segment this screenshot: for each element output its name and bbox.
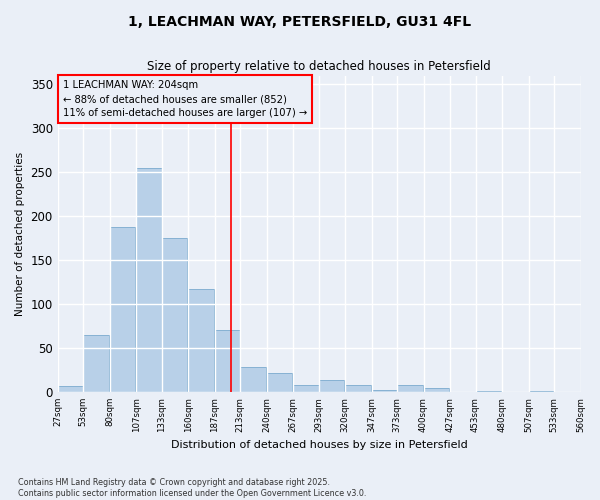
Bar <box>188 289 214 392</box>
Text: 1, LEACHMAN WAY, PETERSFIELD, GU31 4FL: 1, LEACHMAN WAY, PETERSFIELD, GU31 4FL <box>128 15 472 29</box>
Y-axis label: Number of detached properties: Number of detached properties <box>15 152 25 316</box>
X-axis label: Distribution of detached houses by size in Petersfield: Distribution of detached houses by size … <box>171 440 467 450</box>
Bar <box>476 391 501 392</box>
Bar <box>240 368 266 392</box>
Bar <box>293 385 319 392</box>
Text: 1 LEACHMAN WAY: 204sqm
← 88% of detached houses are smaller (852)
11% of semi-de: 1 LEACHMAN WAY: 204sqm ← 88% of detached… <box>63 80 307 118</box>
Bar <box>397 385 422 392</box>
Bar <box>136 168 161 392</box>
Bar <box>319 380 344 392</box>
Bar <box>266 372 292 392</box>
Bar <box>161 238 187 392</box>
Bar <box>345 385 371 392</box>
Text: Contains HM Land Registry data © Crown copyright and database right 2025.
Contai: Contains HM Land Registry data © Crown c… <box>18 478 367 498</box>
Bar <box>215 330 240 392</box>
Bar <box>83 335 109 392</box>
Bar <box>371 390 397 392</box>
Bar <box>424 388 449 392</box>
Bar <box>529 391 554 392</box>
Title: Size of property relative to detached houses in Petersfield: Size of property relative to detached ho… <box>147 60 491 73</box>
Bar <box>58 386 83 392</box>
Bar <box>110 226 135 392</box>
